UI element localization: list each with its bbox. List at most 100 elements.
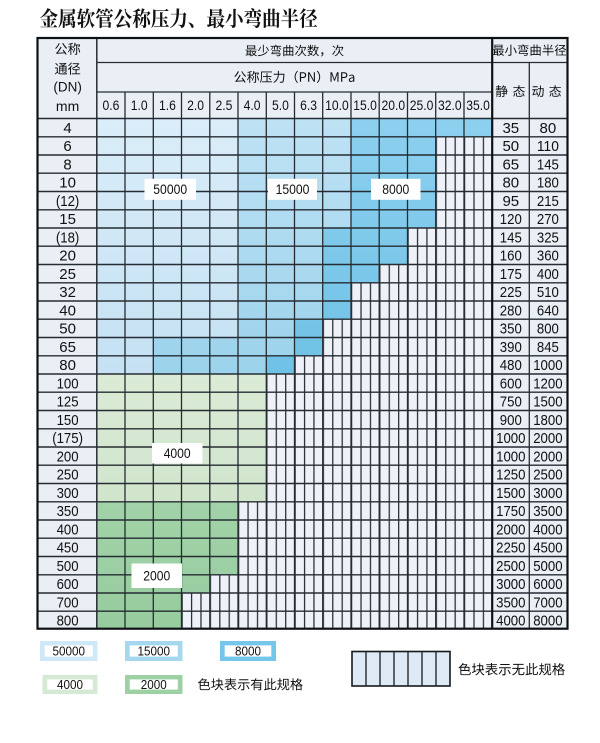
svg-text:900: 900 [500, 412, 522, 429]
svg-text:95: 95 [502, 193, 519, 210]
svg-text:(175): (175) [52, 430, 83, 447]
svg-text:8000: 8000 [382, 182, 409, 197]
svg-text:215: 215 [537, 193, 559, 210]
svg-text:4000: 4000 [496, 613, 525, 630]
svg-text:110: 110 [537, 138, 559, 155]
svg-text:25: 25 [59, 266, 76, 283]
svg-text:750: 750 [500, 394, 522, 411]
svg-text:600: 600 [500, 375, 522, 392]
svg-text:2000: 2000 [496, 521, 525, 538]
svg-text:450: 450 [57, 540, 79, 557]
svg-text:2000: 2000 [533, 430, 562, 447]
svg-text:(DN): (DN) [53, 79, 82, 94]
svg-text:2500: 2500 [533, 467, 562, 484]
svg-text:15000: 15000 [276, 182, 310, 197]
svg-text:mm: mm [56, 98, 79, 114]
svg-text:100: 100 [57, 375, 79, 392]
svg-text:600: 600 [57, 576, 79, 593]
svg-text:35: 35 [502, 120, 519, 137]
svg-text:400: 400 [537, 266, 559, 283]
svg-text:2000: 2000 [143, 569, 170, 584]
svg-text:4000: 4000 [533, 521, 562, 538]
svg-text:3000: 3000 [496, 576, 525, 593]
svg-text:8000: 8000 [533, 613, 562, 630]
svg-text:40: 40 [59, 302, 76, 319]
svg-text:4500: 4500 [533, 540, 562, 557]
svg-text:325: 325 [537, 229, 559, 246]
svg-text:390: 390 [500, 339, 522, 356]
svg-text:6000: 6000 [533, 576, 562, 593]
svg-text:6.3: 6.3 [300, 98, 317, 113]
svg-text:3500: 3500 [496, 594, 525, 611]
svg-text:5000: 5000 [533, 558, 562, 575]
svg-text:480: 480 [500, 357, 522, 374]
svg-text:180: 180 [537, 175, 559, 192]
svg-text:8000: 8000 [235, 644, 261, 659]
svg-text:50000: 50000 [53, 644, 86, 659]
svg-text:3500: 3500 [533, 503, 562, 520]
svg-text:1.6: 1.6 [159, 98, 176, 113]
svg-text:2000: 2000 [533, 448, 562, 465]
svg-text:32: 32 [59, 284, 76, 301]
svg-text:250: 250 [57, 467, 79, 484]
svg-text:6: 6 [63, 138, 71, 155]
svg-text:20.0: 20.0 [382, 98, 406, 113]
svg-text:175: 175 [500, 266, 522, 283]
svg-text:80: 80 [502, 175, 519, 192]
svg-text:1750: 1750 [496, 503, 525, 520]
svg-text:4: 4 [63, 120, 71, 137]
svg-text:120: 120 [500, 211, 522, 228]
svg-text:1250: 1250 [496, 467, 525, 484]
svg-text:350: 350 [500, 321, 522, 338]
svg-text:225: 225 [500, 284, 522, 301]
svg-text:1000: 1000 [533, 357, 562, 374]
svg-text:1000: 1000 [496, 430, 525, 447]
svg-text:145: 145 [500, 229, 522, 246]
svg-text:400: 400 [57, 521, 79, 538]
svg-text:350: 350 [57, 503, 79, 520]
svg-text:50: 50 [502, 138, 519, 155]
svg-text:4000: 4000 [57, 677, 83, 692]
svg-text:4000: 4000 [164, 446, 191, 461]
svg-text:150: 150 [57, 412, 79, 429]
svg-text:(12): (12) [56, 193, 80, 210]
svg-text:800: 800 [537, 321, 559, 338]
svg-text:160: 160 [500, 248, 522, 265]
svg-text:800: 800 [57, 613, 79, 630]
svg-text:2500: 2500 [496, 558, 525, 575]
svg-text:80: 80 [540, 120, 557, 137]
svg-text:1500: 1500 [533, 394, 562, 411]
svg-text:360: 360 [537, 248, 559, 265]
svg-text:2000: 2000 [141, 677, 167, 692]
svg-text:2250: 2250 [496, 540, 525, 557]
svg-text:(18): (18) [56, 229, 80, 246]
svg-text:300: 300 [57, 485, 79, 502]
svg-text:65: 65 [502, 156, 519, 173]
svg-text:10.0: 10.0 [325, 98, 349, 113]
svg-text:3000: 3000 [533, 485, 562, 502]
svg-text:1500: 1500 [496, 485, 525, 502]
svg-text:15000: 15000 [138, 644, 171, 659]
svg-text:35.0: 35.0 [466, 98, 490, 113]
svg-text:0.6: 0.6 [102, 98, 119, 113]
svg-text:510: 510 [537, 284, 559, 301]
svg-text:4.0: 4.0 [244, 98, 261, 113]
svg-text:5.0: 5.0 [272, 98, 289, 113]
svg-text:7000: 7000 [533, 594, 562, 611]
svg-text:845: 845 [537, 339, 559, 356]
svg-text:65: 65 [59, 339, 76, 356]
svg-text:50000: 50000 [153, 182, 187, 197]
svg-text:20: 20 [59, 248, 76, 265]
svg-text:2.5: 2.5 [215, 98, 232, 113]
svg-text:2.0: 2.0 [187, 98, 204, 113]
svg-text:50: 50 [59, 321, 76, 338]
svg-text:10: 10 [59, 175, 76, 192]
svg-text:270: 270 [537, 211, 559, 228]
svg-text:145: 145 [537, 156, 559, 173]
svg-text:125: 125 [57, 394, 79, 411]
svg-text:8: 8 [63, 156, 71, 173]
svg-text:1.0: 1.0 [131, 98, 148, 113]
svg-text:200: 200 [57, 448, 79, 465]
svg-text:700: 700 [57, 594, 79, 611]
svg-text:1800: 1800 [533, 412, 562, 429]
